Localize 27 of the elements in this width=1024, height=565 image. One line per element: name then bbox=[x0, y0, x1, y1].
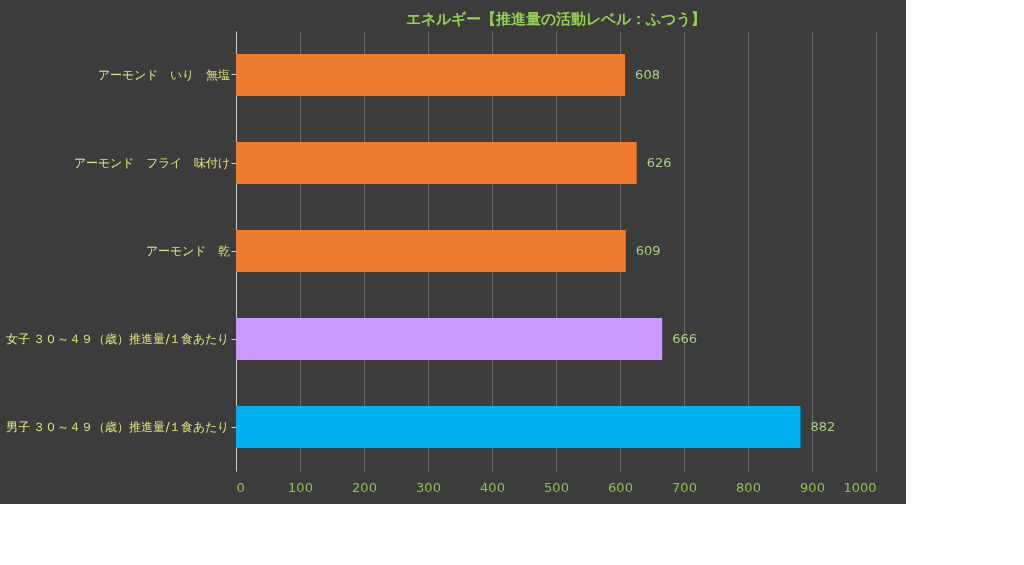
data-label: 608 bbox=[635, 67, 660, 82]
x-tick-label: 700 bbox=[672, 479, 697, 495]
data-label: 626 bbox=[646, 155, 672, 170]
bar bbox=[236, 317, 663, 361]
data-label: 882 bbox=[810, 419, 836, 434]
data-label: 666 bbox=[672, 331, 698, 346]
x-tick-label: 1000 bbox=[843, 479, 877, 495]
bar bbox=[236, 229, 626, 273]
x-tick-label: 600 bbox=[608, 479, 633, 495]
chart-title: エネルギー【推進量の活動レベル：ふつう】 bbox=[406, 10, 706, 28]
x-tick-label: 300 bbox=[416, 479, 441, 495]
x-tick-label: 200 bbox=[352, 479, 377, 495]
y-tick-label: アーモンド フライ 味付け bbox=[73, 156, 230, 170]
x-tick-label: 400 bbox=[480, 479, 505, 495]
y-tick-label: 男子 ３０～４９（歳）推進量/１食あたり bbox=[5, 420, 230, 434]
y-tick-label: アーモンド 乾 bbox=[145, 244, 230, 258]
bar bbox=[236, 53, 626, 97]
bar bbox=[236, 405, 801, 449]
x-tick-label: 500 bbox=[544, 479, 569, 495]
y-tick-label: アーモンド いり 無塩 bbox=[97, 68, 230, 82]
y-tick-label: 女子 ３０～４９（歳）推進量/１食あたり bbox=[5, 332, 230, 346]
x-tick-label: 800 bbox=[736, 479, 761, 495]
bar bbox=[236, 141, 637, 185]
data-label: 609 bbox=[635, 243, 661, 258]
x-tick-label: 900 bbox=[800, 479, 825, 495]
x-tick-label: 100 bbox=[288, 479, 313, 495]
x-tick-label: 0 bbox=[236, 479, 245, 495]
